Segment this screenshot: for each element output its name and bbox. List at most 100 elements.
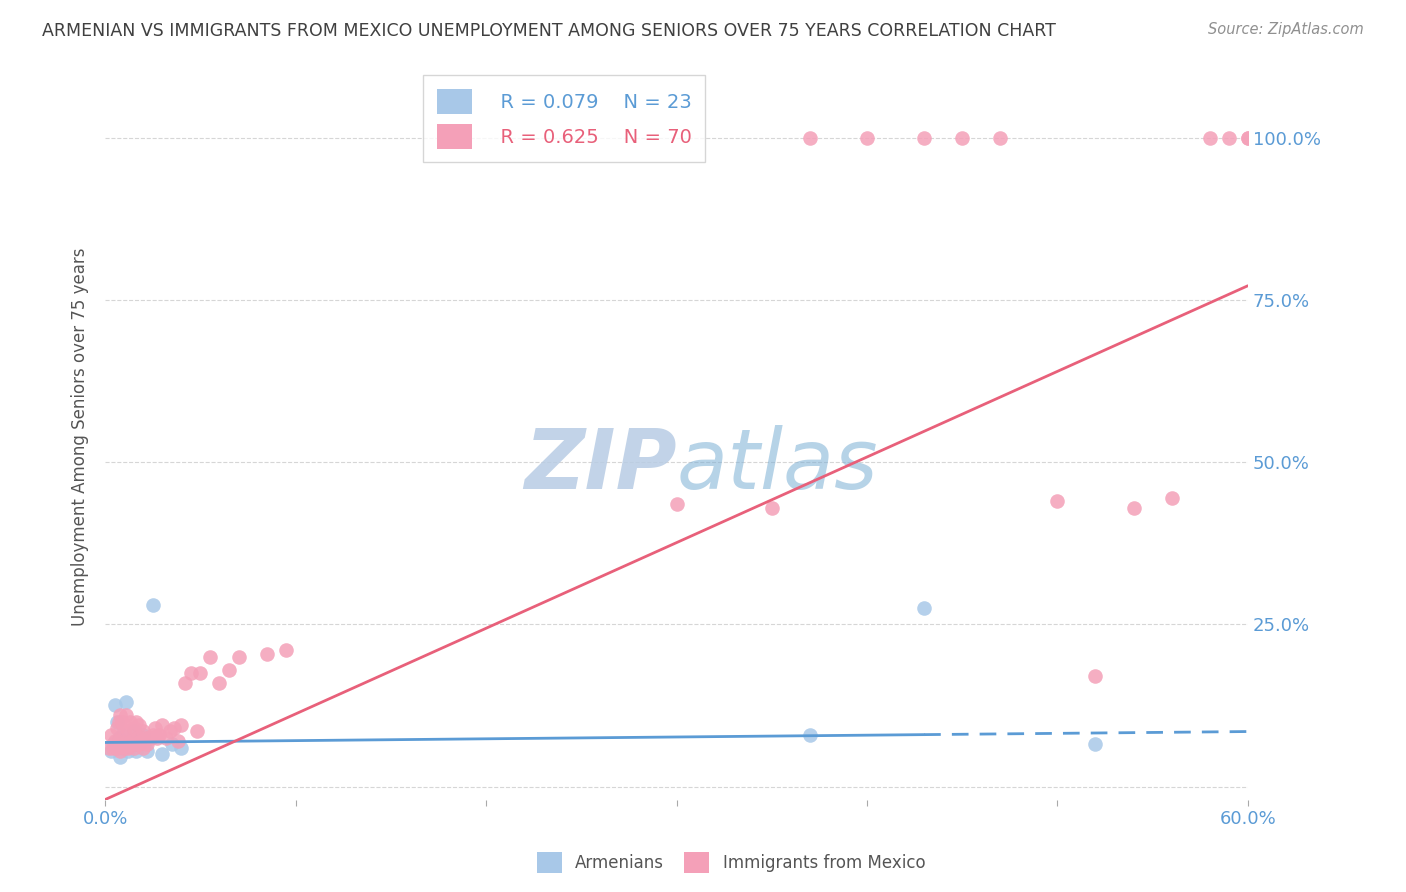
Point [1084,669,1107,683]
Point [136,738,159,752]
Point [132,740,155,755]
Point [110,744,132,758]
Point [174,675,197,690]
Point [150,747,173,761]
Point [110,708,132,723]
Point [1122,500,1144,515]
Point [128,718,150,732]
Point [131,734,153,748]
Point [761,500,783,515]
Point [125,744,148,758]
Point [1237,131,1260,145]
Point [111,738,134,752]
Point [132,728,155,742]
Point [111,728,134,742]
Point [208,675,231,690]
Point [125,714,148,729]
Point [856,131,879,145]
Point [98,740,121,755]
Point [125,738,148,752]
Point [115,708,138,723]
Point [1237,131,1260,145]
Point [127,731,149,745]
Point [104,698,127,713]
Point [105,740,128,755]
Point [799,131,821,145]
Point [186,724,208,739]
Point [100,744,122,758]
Point [117,740,139,755]
Y-axis label: Unemployment Among Seniors over 75 years: Unemployment Among Seniors over 75 years [72,247,89,625]
Point [1160,491,1182,505]
Point [128,738,150,752]
Point [111,714,134,729]
Point [148,728,170,742]
Point [912,601,935,615]
Point [228,649,250,664]
Point [912,131,935,145]
Point [256,647,278,661]
Point [170,740,193,755]
Point [180,666,202,681]
Point [1198,131,1220,145]
Point [112,740,135,755]
Point [110,750,132,764]
Point [170,718,193,732]
Point [988,131,1011,145]
Text: Source: ZipAtlas.com: Source: ZipAtlas.com [1208,22,1364,37]
Point [115,738,138,752]
Point [107,734,129,748]
Point [112,724,135,739]
Point [950,131,973,145]
Point [105,721,128,735]
Point [143,721,166,735]
Point [142,728,165,742]
Point [139,731,162,745]
Point [122,721,145,735]
Point [1218,131,1240,145]
Legend:   R = 0.079    N = 23,   R = 0.625    N = 70: R = 0.079 N = 23, R = 0.625 N = 70 [423,76,704,162]
Point [128,738,150,752]
Point [166,734,188,748]
Point [190,666,212,681]
Point [118,714,141,729]
Point [117,744,139,758]
Point [150,718,173,732]
Point [159,724,181,739]
Point [155,731,177,745]
Text: ZIP: ZIP [524,425,676,506]
Point [134,731,156,745]
Point [276,643,298,657]
Point [115,695,138,709]
Point [163,721,186,735]
Point [1084,738,1107,752]
Point [112,740,135,755]
Point [142,598,165,612]
Point [118,734,141,748]
Point [101,740,124,755]
Point [107,731,129,745]
Point [665,497,688,511]
Point [132,724,155,739]
Point [160,738,183,752]
Point [136,744,159,758]
Point [799,728,821,742]
Point [122,740,145,755]
Point [104,734,127,748]
Point [218,663,240,677]
Point [1046,494,1069,508]
Point [117,724,139,739]
Text: ARMENIAN VS IMMIGRANTS FROM MEXICO UNEMPLOYMENT AMONG SENIORS OVER 75 YEARS CORR: ARMENIAN VS IMMIGRANTS FROM MEXICO UNEMP… [42,22,1056,40]
Text: atlas: atlas [676,425,879,506]
Point [122,724,145,739]
Point [198,649,221,664]
Point [101,738,124,752]
Point [145,731,167,745]
Point [107,714,129,729]
Legend: Armenians, Immigrants from Mexico: Armenians, Immigrants from Mexico [530,846,932,880]
Point [105,714,128,729]
Point [138,731,160,745]
Point [100,728,122,742]
Point [121,734,143,748]
Point [118,738,141,752]
